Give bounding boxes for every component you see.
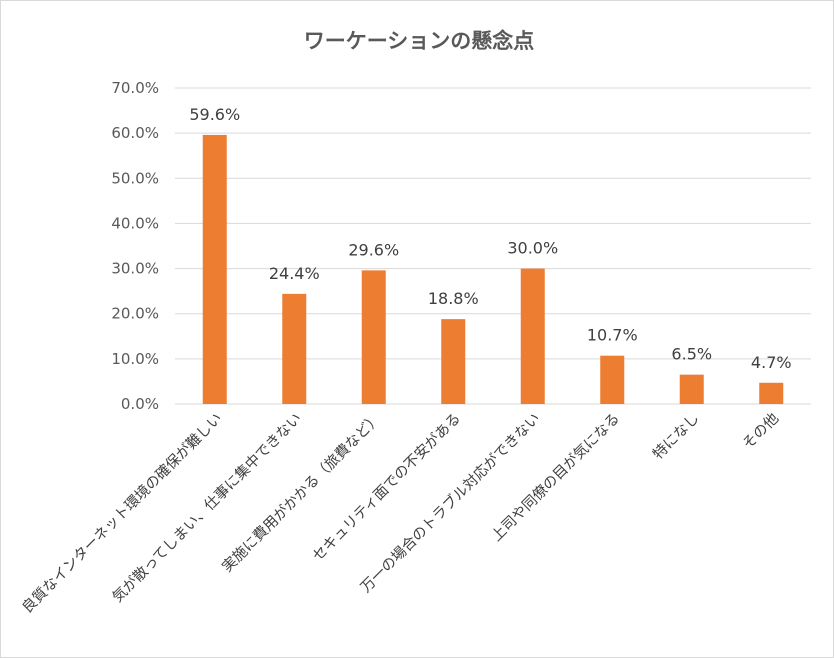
category-label: セキュリティ面での不安がある	[309, 410, 464, 565]
y-axis-tick-labels: 0.0% 10.0% 20.0% 30.0% 40.0% 50.0% 60.0% 70.0%	[111, 79, 159, 413]
y-tick-label: 60.0%	[111, 124, 159, 142]
bar	[282, 293, 307, 404]
bar	[679, 374, 704, 404]
y-tick-label: 50.0%	[111, 169, 159, 187]
y-tick-label: 70.0%	[111, 79, 159, 97]
category-label: その他	[739, 410, 782, 453]
bar	[441, 319, 466, 404]
y-tick-label: 20.0%	[111, 305, 159, 323]
y-tick-label: 10.0%	[111, 350, 159, 368]
data-label: 18.8%	[428, 289, 479, 308]
bar	[759, 382, 784, 404]
data-labels: 59.6% 24.4% 29.6% 18.8% 30.0% 10.7% 6.5% 4.7%	[189, 105, 791, 372]
bar	[202, 134, 227, 404]
category-labels: 良質なインターネット環境の確保が難しい気が散ってしまい、仕事に集中できない実施に…	[18, 409, 782, 617]
category-label: 実施に費用がかかる（旅費など）	[219, 410, 385, 576]
chart-title: ワーケーションの懸念点	[304, 29, 535, 53]
data-label: 30.0%	[507, 239, 558, 258]
category-label: 万一の場合のトラブル対応ができない	[357, 409, 544, 596]
data-label: 29.6%	[348, 240, 399, 259]
data-label: 24.4%	[269, 264, 320, 283]
bar	[361, 270, 386, 404]
bar	[520, 268, 545, 404]
bars	[202, 134, 784, 404]
data-label: 6.5%	[671, 345, 712, 364]
y-tick-label: 40.0%	[111, 214, 159, 232]
data-label: 10.7%	[587, 326, 638, 345]
y-tick-label: 30.0%	[111, 260, 159, 278]
category-label: 特になし	[650, 410, 703, 463]
gridlines	[175, 87, 811, 405]
bar	[600, 355, 625, 404]
y-tick-label: 0.0%	[121, 395, 159, 413]
category-label: 上司や同僚の目が気になる	[488, 410, 623, 545]
data-label: 4.7%	[751, 353, 792, 372]
data-label: 59.6%	[189, 105, 240, 124]
